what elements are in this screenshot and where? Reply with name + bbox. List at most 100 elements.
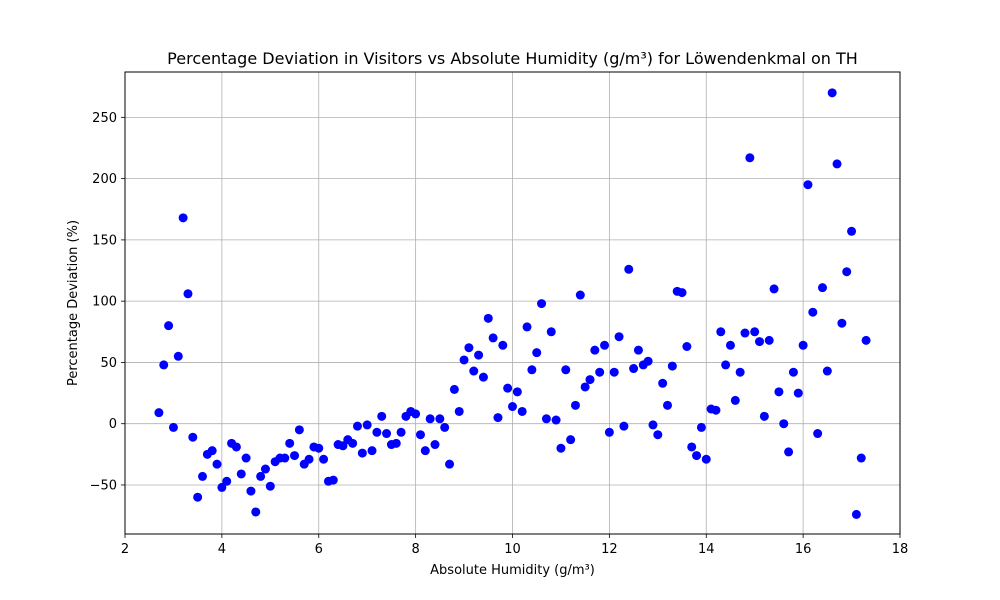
data-point [328,475,338,485]
data-point [357,448,367,458]
data-point [566,435,576,445]
data-point [653,430,663,440]
y-tick-label: 250 [92,111,117,126]
data-point [667,361,677,371]
data-point [604,427,614,437]
data-point [425,414,435,424]
y-tick-label: 0 [109,417,117,432]
data-point [658,378,668,388]
data-point [764,335,774,345]
x-tick-label: 6 [315,542,323,557]
data-point [682,342,692,352]
data-point [488,333,498,343]
data-point [779,419,789,429]
y-tick-label: −50 [90,478,117,493]
data-point [256,471,266,481]
data-point [755,337,765,347]
data-point [595,367,605,377]
data-point [290,451,300,461]
data-point [580,382,590,392]
data-point [314,443,324,453]
x-tick-label: 10 [504,542,521,557]
data-point [813,429,823,439]
data-point [570,400,580,410]
data-point [798,340,808,350]
data-point [701,454,711,464]
data-point [648,420,658,430]
data-point [338,441,348,451]
data-point [464,343,474,353]
data-point [430,440,440,450]
data-point [769,284,779,294]
data-point [440,422,450,432]
data-point [222,476,232,486]
data-point [803,180,813,190]
data-point [696,422,706,432]
data-point [411,409,421,419]
data-point [827,88,837,98]
data-point [512,387,522,397]
data-point [522,322,532,332]
data-point [541,414,551,424]
data-point [735,367,745,377]
y-tick-label: 100 [92,295,117,310]
data-point [183,289,193,299]
data-point [832,159,842,169]
data-point [847,226,857,236]
data-point [561,365,571,375]
data-point [445,459,455,469]
y-axis-label: Percentage Deviation (%) [66,220,81,386]
data-point [517,406,527,416]
y-tick-label: 200 [92,172,117,187]
data-point [614,332,624,342]
data-point [527,365,537,375]
data-point [624,264,634,274]
data-point [856,453,866,463]
data-point [788,367,798,377]
data-point [643,356,653,366]
chart-title: Percentage Deviation in Visitors vs Abso… [167,49,858,68]
data-point [294,425,304,435]
data-point [590,345,600,355]
data-point [420,446,430,456]
data-point [348,438,358,448]
x-tick-label: 8 [411,542,419,557]
data-point [822,366,832,376]
data-point [842,267,852,277]
x-tick-label: 16 [795,542,812,557]
data-point [415,430,425,440]
data-point [353,421,362,431]
data-point [377,411,387,421]
data-point [677,288,687,298]
data-point [454,406,464,416]
y-tick-label: 50 [100,356,117,371]
data-point [585,375,595,385]
data-point [546,327,556,337]
data-point [159,360,169,370]
data-point [188,432,198,442]
data-point [435,414,445,424]
data-point [198,471,207,481]
data-point [600,340,610,350]
data-point [319,454,329,464]
data-point [851,509,861,519]
data-point [396,427,406,437]
x-tick-label: 18 [892,542,909,557]
data-point [241,453,251,463]
data-point [503,383,513,393]
data-point [692,451,702,461]
data-point [818,283,827,293]
data-point [551,415,561,425]
y-tick-label: 150 [92,233,117,248]
data-point [730,395,740,405]
data-point [575,290,585,300]
x-tick-label: 4 [218,542,226,557]
axis-ticks: 2 4 6 8 10 12 14 16 18 −50 0 50 100 150 200 250 [90,111,909,557]
data-point [459,355,469,365]
data-point [362,420,372,430]
data-point [217,482,227,492]
data-point [474,350,484,360]
data-point [251,507,261,517]
data-point [265,481,275,491]
